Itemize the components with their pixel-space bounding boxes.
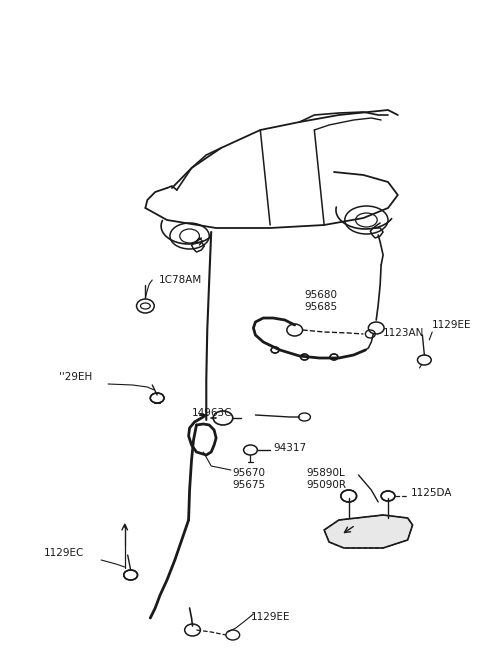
Text: 95890L: 95890L [306,468,345,478]
Text: 95670: 95670 [233,468,266,478]
Text: 95090R: 95090R [306,480,347,490]
Text: 95675: 95675 [233,480,266,490]
Ellipse shape [300,354,309,360]
Text: ''29EH: ''29EH [59,372,92,382]
Text: 1C78AM: 1C78AM [159,275,203,285]
Text: 1129EC: 1129EC [44,548,84,558]
Text: 1123AN: 1123AN [383,328,424,338]
Text: 1129EE: 1129EE [432,320,472,330]
Text: 1129EE: 1129EE [251,612,290,622]
Ellipse shape [330,354,338,360]
Text: 1125DA: 1125DA [410,488,452,498]
Ellipse shape [271,347,279,353]
Text: 95685: 95685 [304,302,337,312]
Text: 14963C: 14963C [192,408,232,418]
Polygon shape [324,515,413,548]
Ellipse shape [124,570,138,580]
Ellipse shape [381,491,395,501]
Text: 94317: 94317 [273,443,306,453]
Ellipse shape [341,490,357,502]
Ellipse shape [150,393,164,403]
Text: 95680: 95680 [304,290,337,300]
